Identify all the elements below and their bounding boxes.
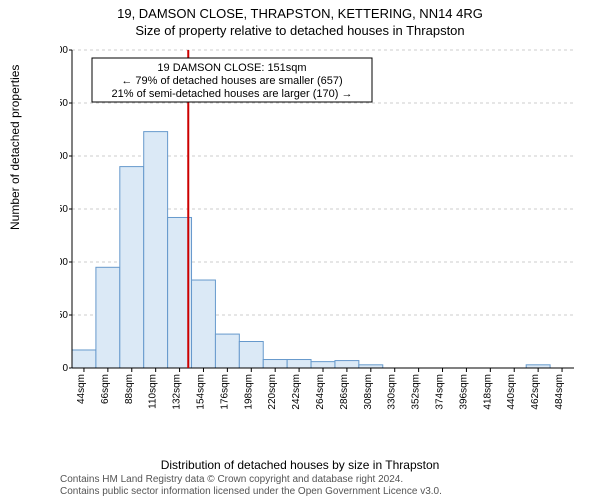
svg-text:300: 300 bbox=[60, 45, 68, 56]
svg-text:308sqm: 308sqm bbox=[363, 374, 374, 410]
svg-text:110sqm: 110sqm bbox=[148, 374, 159, 409]
svg-text:330sqm: 330sqm bbox=[387, 374, 398, 410]
svg-text:286sqm: 286sqm bbox=[339, 374, 350, 410]
footer-line1: Contains HM Land Registry data © Crown c… bbox=[60, 474, 442, 486]
svg-text:198sqm: 198sqm bbox=[243, 374, 254, 410]
svg-text:484sqm: 484sqm bbox=[554, 374, 565, 410]
svg-text:150: 150 bbox=[60, 204, 68, 215]
chart-area: 0 50 100 150 200 250 300 44sqm 66sqm 88sqm 110sqm 1… bbox=[60, 44, 580, 424]
chart-container: 19, DAMSON CLOSE, THRAPSTON, KETTERING, … bbox=[0, 0, 600, 500]
svg-text:100: 100 bbox=[60, 257, 68, 268]
svg-text:154sqm: 154sqm bbox=[195, 374, 206, 410]
subtitle: Size of property relative to detached ho… bbox=[0, 21, 600, 38]
svg-text:21% of semi-detached houses ar: 21% of semi-detached houses are larger (… bbox=[112, 88, 353, 100]
svg-text:50: 50 bbox=[60, 310, 68, 321]
svg-text:374sqm: 374sqm bbox=[435, 374, 446, 410]
svg-text:242sqm: 242sqm bbox=[291, 374, 302, 410]
address-title: 19, DAMSON CLOSE, THRAPSTON, KETTERING, … bbox=[0, 0, 600, 21]
svg-text:462sqm: 462sqm bbox=[530, 374, 541, 410]
histogram-plot: 0 50 100 150 200 250 300 44sqm 66sqm 88sqm 110sqm 1… bbox=[60, 44, 580, 424]
x-axis-label: Distribution of detached houses by size … bbox=[0, 458, 600, 472]
svg-text:440sqm: 440sqm bbox=[506, 374, 517, 410]
svg-text:200: 200 bbox=[60, 151, 68, 162]
svg-text:19 DAMSON CLOSE: 151sqm: 19 DAMSON CLOSE: 151sqm bbox=[157, 62, 306, 74]
svg-text:0: 0 bbox=[62, 363, 68, 374]
svg-text:176sqm: 176sqm bbox=[219, 374, 230, 410]
footer-line2: Contains public sector information licen… bbox=[60, 486, 442, 498]
svg-text:396sqm: 396sqm bbox=[458, 374, 469, 410]
svg-text:44sqm: 44sqm bbox=[76, 374, 87, 404]
svg-text:250: 250 bbox=[60, 98, 68, 109]
svg-text:352sqm: 352sqm bbox=[411, 374, 422, 410]
y-axis-label: Number of detached properties bbox=[8, 65, 22, 230]
footer: Contains HM Land Registry data © Crown c… bbox=[60, 474, 442, 498]
svg-text:← 79% of detached houses are s: ← 79% of detached houses are smaller (65… bbox=[121, 75, 342, 87]
svg-text:264sqm: 264sqm bbox=[315, 374, 326, 410]
svg-text:88sqm: 88sqm bbox=[124, 374, 135, 404]
svg-text:132sqm: 132sqm bbox=[172, 374, 183, 410]
svg-text:220sqm: 220sqm bbox=[267, 374, 278, 410]
svg-text:66sqm: 66sqm bbox=[100, 374, 111, 404]
svg-text:418sqm: 418sqm bbox=[482, 374, 493, 410]
